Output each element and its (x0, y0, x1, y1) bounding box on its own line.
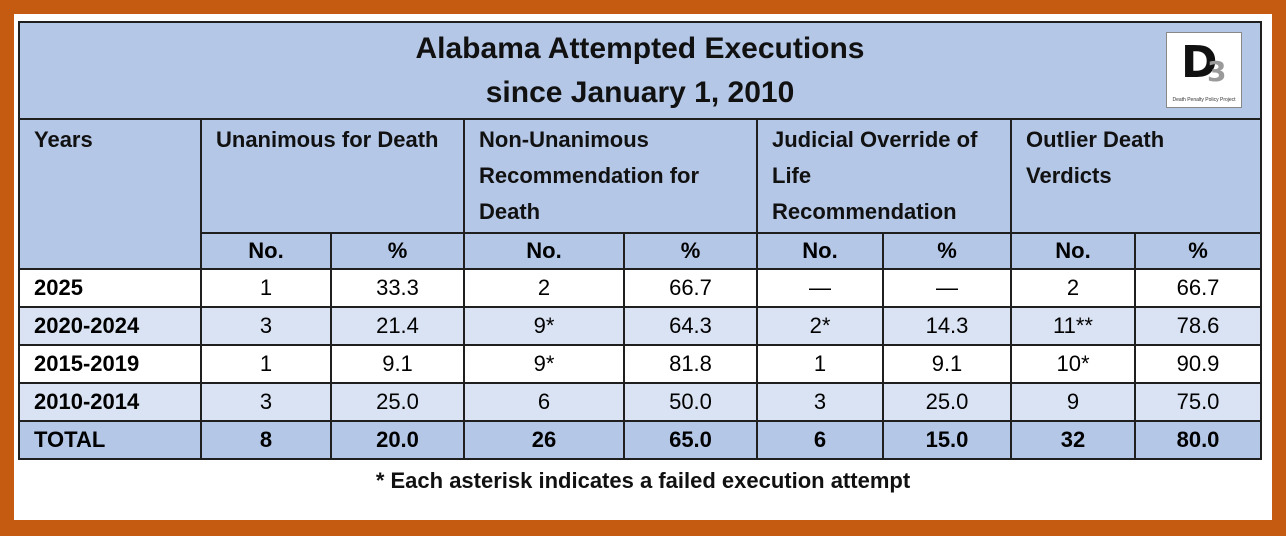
cell-non-unanimous-no: 2 (463, 268, 625, 308)
subheader-unanimous-pct: % (330, 232, 465, 270)
cell-outlier-no: 11** (1010, 306, 1136, 346)
cell-unanimous-no: 3 (200, 382, 332, 422)
header-judicial-override: Judicial Override of Life Recommendation (756, 118, 1012, 234)
subheader-judicial-override-no: No. (756, 232, 884, 270)
cell-judicial-override-no: 6 (756, 420, 884, 460)
cell-outlier-no: 9 (1010, 382, 1136, 422)
subheader-outlier-no: No. (1010, 232, 1136, 270)
row-year: 2020-2024 (18, 306, 202, 346)
cell-judicial-override-pct: 15.0 (882, 420, 1012, 460)
cell-outlier-pct: 66.7 (1133, 268, 1263, 308)
executions-table: Alabama Attempted Executions since Janua… (17, 21, 1263, 460)
row-year: 2010-2014 (18, 382, 202, 422)
header-unanimous: Unanimous for Death (200, 118, 465, 234)
cell-unanimous-no: 1 (200, 344, 332, 384)
table-row: 2025 1 33.3 2 66.7— —2 66.7 (18, 268, 1263, 308)
cell-outlier-pct: 80.0 (1133, 420, 1263, 460)
cell-non-unanimous-no: 9* (463, 306, 625, 346)
logo-letter: D (1181, 37, 1218, 88)
title-banner: Alabama Attempted Executions since Janua… (17, 21, 1263, 120)
page-title: Alabama Attempted Executions (415, 31, 865, 65)
cell-judicial-override-pct: 14.3 (882, 306, 1012, 346)
cell-non-unanimous-no: 6 (463, 382, 625, 422)
cell-outlier-pct: 75.0 (1133, 382, 1263, 422)
total-row: TOTAL 8 20.0 26 65.0 6 15.0 32 80.0 (18, 420, 1263, 460)
cell-unanimous-pct: 33.3 (330, 268, 465, 308)
logo-superscript: 3 (1207, 55, 1227, 88)
cell-unanimous-pct: 20.0 (330, 420, 465, 460)
cell-outlier-pct: 90.9 (1133, 344, 1263, 384)
header-years: Years (18, 118, 202, 270)
cell-unanimous-no: 1 (200, 268, 332, 308)
cell-unanimous-no: 8 (200, 420, 332, 460)
table-frame: Alabama Attempted Executions since Janua… (14, 14, 1272, 520)
row-year: 2015-2019 (18, 344, 202, 384)
cell-non-unanimous-pct: 81.8 (623, 344, 758, 384)
cell-unanimous-pct: 21.4 (330, 306, 465, 346)
cell-non-unanimous-pct: 64.3 (623, 306, 758, 346)
header-non-unanimous: Non-Unanimous Recommendation for Death (463, 118, 758, 234)
table-row: 2010-2014 3 25.0 6 50.0 3 25.0 9 75.0 (18, 382, 1263, 422)
table-row: 2020-2024 3 21.4 9* 64.3 2* 14.3 11** 78.6 (18, 306, 1263, 346)
cell-outlier-no: 32 (1010, 420, 1136, 460)
cell-unanimous-pct: 9.1 (330, 344, 465, 384)
cell-non-unanimous-no: 26 (463, 420, 625, 460)
cell-non-unanimous-no: 9* (463, 344, 625, 384)
footnote: * Each asterisk indicates a failed execu… (375, 468, 911, 493)
subheader-judicial-override-pct: % (882, 232, 1012, 270)
subheader-non-unanimous-pct: % (623, 232, 758, 270)
page-subtitle: since January 1, 2010 (485, 75, 795, 109)
row-year: TOTAL (18, 420, 202, 460)
cell-outlier-no: 2 (1010, 268, 1136, 308)
logo-caption: Death Penalty Policy Project (1172, 97, 1236, 103)
cell-judicial-override-no: — (756, 268, 884, 308)
cell-unanimous-pct: 25.0 (330, 382, 465, 422)
cell-non-unanimous-pct: 65.0 (623, 420, 758, 460)
table-body: 2025 1 33.3 2 66.7— —2 66.7 2020-2024 3 21.4 9* 64.… (18, 268, 1263, 460)
cell-judicial-override-no: 2* (756, 306, 884, 346)
row-year: 2025 (18, 268, 202, 308)
cell-judicial-override-pct: — (882, 268, 1012, 308)
header-outlier: Outlier Death Verdicts (1009, 118, 1263, 234)
cell-non-unanimous-pct: 50.0 (623, 382, 758, 422)
cell-outlier-pct: 78.6 (1133, 306, 1263, 346)
cell-outlier-no: 10* (1010, 344, 1136, 384)
table-row: 2015-2019 1 9.1 9* 81.8 1 9.1 10* 90.9 (18, 344, 1263, 384)
dppp-logo: D 3 Death Penalty Policy Project (1166, 32, 1243, 108)
cell-non-unanimous-pct: 66.7 (623, 268, 758, 308)
subheader-unanimous-no: No. (200, 232, 332, 270)
subheader-non-unanimous-no: No. (463, 232, 625, 270)
subheader-row: No.% No.% No.% No.% (19, 232, 1263, 270)
cell-unanimous-no: 3 (200, 306, 332, 346)
cell-judicial-override-pct: 25.0 (882, 382, 1012, 422)
subheader-outlier-pct: % (1133, 232, 1263, 270)
cell-judicial-override-no: 1 (756, 344, 884, 384)
cell-judicial-override-no: 3 (756, 382, 884, 422)
cell-judicial-override-pct: 9.1 (882, 344, 1012, 384)
